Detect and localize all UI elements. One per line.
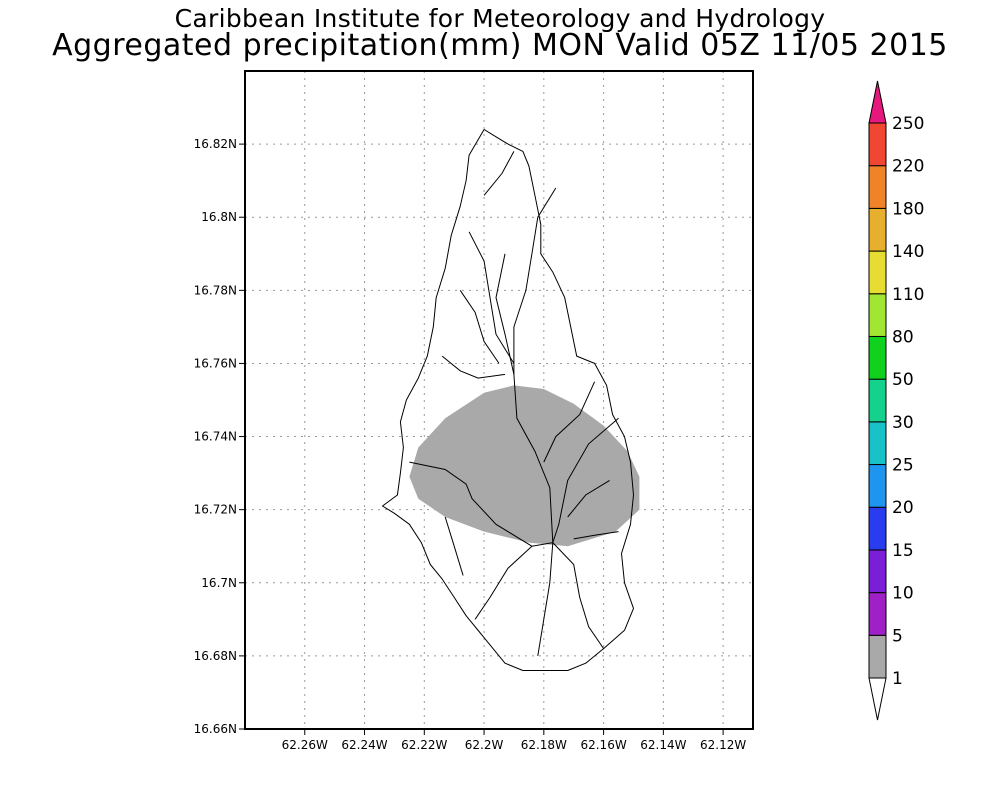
colorbar-label: 110	[892, 285, 924, 305]
watershed-boundary	[543, 381, 596, 463]
colorbar-segment	[868, 293, 887, 337]
island-coastline	[382, 129, 634, 671]
lat-tick-label: 16.66N	[194, 722, 237, 736]
colorbar-label: 140	[892, 242, 924, 262]
precipitation-layer	[409, 385, 640, 547]
colorbar-label: 80	[892, 327, 914, 347]
lon-tick-label: 62.2W	[465, 738, 504, 752]
watershed-boundary	[444, 516, 464, 576]
colorbar-segment	[868, 464, 887, 508]
watershed-boundary	[474, 545, 533, 620]
lat-tick-label: 16.82N	[194, 137, 237, 151]
colorbar-segment	[868, 165, 887, 209]
colorbar-segment	[868, 250, 887, 295]
colorbar-segment	[868, 207, 887, 252]
watershed-boundary	[567, 479, 610, 518]
colorbar-label: 20	[892, 498, 914, 518]
lat-tick-label: 16.8N	[201, 210, 237, 224]
lon-tick-label: 62.22W	[401, 738, 447, 752]
colorbar-label: 10	[892, 584, 914, 604]
lon-tick-label: 62.26W	[282, 738, 328, 752]
lon-tick-label: 62.16W	[580, 738, 626, 752]
lat-tick-label: 16.68N	[194, 649, 237, 663]
chart-title-product: Aggregated precipitation(mm) MON Valid 0…	[52, 28, 948, 63]
colorbar-segment	[868, 634, 887, 679]
precip-contour-1-5mm	[409, 385, 640, 547]
watershed-boundary	[573, 531, 619, 540]
lat-tick-label: 16.78N	[194, 283, 237, 297]
lon-tick-label: 62.24W	[341, 738, 387, 752]
lon-tick-label: 62.14W	[640, 738, 686, 752]
colorbar-segment	[868, 378, 887, 423]
colorbar-under-triangle	[868, 677, 887, 721]
colorbar-label: 25	[892, 456, 914, 476]
watershed-boundary	[495, 253, 554, 543]
axis-labels: 16.82N 16.8N 16.78N 16.76N 16.74N 16.72N 16.7N…	[194, 137, 747, 752]
watershed-boundary	[468, 231, 515, 364]
colorbar-label: 1	[892, 669, 903, 689]
plot-frame	[244, 70, 754, 730]
colorbar-segment	[868, 506, 887, 551]
colorbar-label: 180	[892, 199, 924, 219]
lat-tick-label: 16.7N	[201, 576, 237, 590]
watershed-boundary	[552, 542, 605, 649]
lat-tick-label: 16.72N	[194, 503, 237, 517]
watershed-boundary	[537, 542, 554, 656]
colorbar-over-triangle	[868, 80, 887, 124]
watershed-boundary	[441, 355, 506, 379]
colorbar-segment	[868, 335, 887, 380]
colorbar-label: 250	[892, 114, 924, 134]
lon-tick-label: 62.18W	[521, 738, 567, 752]
watershed-boundary	[513, 187, 557, 375]
colorbar-label: 15	[892, 541, 914, 561]
colorbar-label: 220	[892, 157, 924, 177]
colorbar-segment	[868, 421, 887, 466]
colorbar-segment	[868, 122, 887, 167]
colorbar-label: 50	[892, 370, 914, 390]
lat-tick-label: 16.76N	[194, 356, 237, 370]
lat-tick-label: 16.74N	[194, 430, 237, 444]
watershed-boundary	[552, 417, 619, 543]
watershed-boundary	[483, 151, 515, 196]
colorbar-segment	[868, 549, 887, 594]
colorbar-segment	[868, 592, 887, 636]
chart-title-institute: Caribbean Institute for Meteorology and …	[174, 4, 826, 33]
island-layer	[382, 129, 634, 671]
colorbar-label: 30	[892, 413, 914, 433]
watershed-boundary	[459, 290, 500, 364]
lon-tick-label: 62.12W	[700, 738, 746, 752]
colorbar-label: 5	[892, 626, 903, 646]
